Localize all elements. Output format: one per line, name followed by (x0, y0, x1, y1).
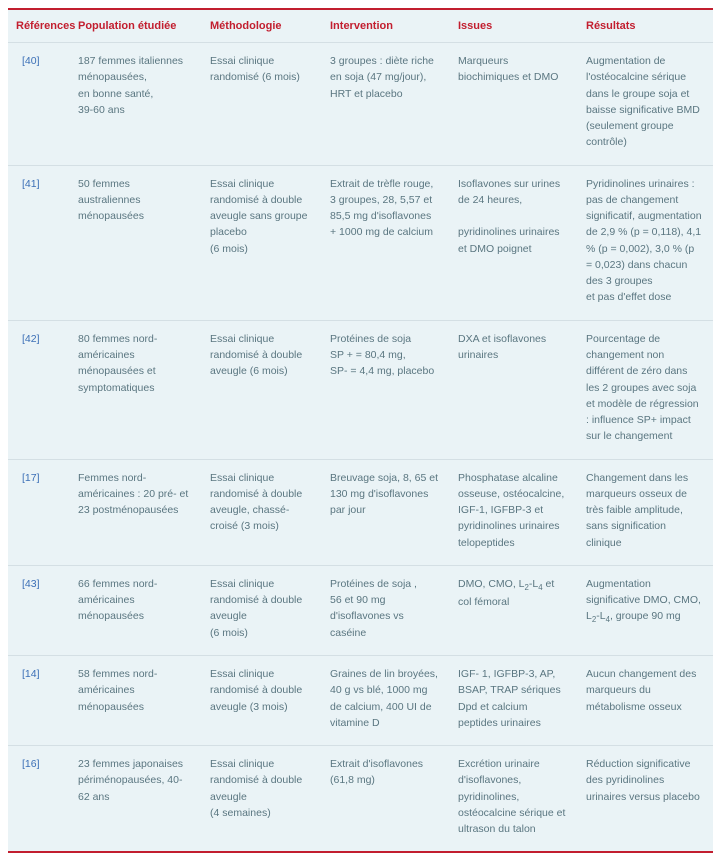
cell-intervention: Protéines de soja ,56 et 90 mg d'isoflav… (322, 565, 450, 655)
cell-intervention: Protéines de sojaSP + = 80,4 mg,SP- = 4,… (322, 320, 450, 459)
cell-intervention: Extrait de trèfle rouge, 3 groupes, 28, … (322, 165, 450, 320)
table-row: [17] Femmes nord-américaines : 20 pré- et… (8, 459, 713, 565)
cell-resultats: Aucun changement des marqueurs du métabo… (578, 655, 713, 745)
cell-methodologie: Essai clinique randomisé à double aveugl… (202, 320, 322, 459)
studies-table-container: Références Population étudiée Méthodolog… (8, 8, 713, 853)
cell-resultats: Pyridinolines urinaires : pas de changem… (578, 165, 713, 320)
reference-link[interactable]: [42] (22, 333, 40, 345)
col-header-population: Population étudiée (70, 10, 202, 43)
cell-resultats: Réduction significative des pyridinoline… (578, 746, 713, 852)
cell-reference: [41] (8, 165, 70, 320)
cell-population: 187 femmes italiennes ménopausées,en bon… (70, 43, 202, 166)
table-header-row: Références Population étudiée Méthodolog… (8, 10, 713, 43)
reference-link[interactable]: [16] (22, 758, 40, 770)
table-row: [14] 58 femmes nord-américaines ménopausé… (8, 655, 713, 745)
col-header-resultats: Résultats (578, 10, 713, 43)
cell-population: Femmes nord-américaines : 20 pré- et 23 … (70, 459, 202, 565)
col-header-references: Références (8, 10, 70, 43)
table-body: [40] 187 femmes italiennes ménopausées,en… (8, 43, 713, 852)
reference-link[interactable]: [43] (22, 578, 40, 590)
cell-population: 23 femmes japonaises périménopausées, 40… (70, 746, 202, 852)
table-row: [16] 23 femmes japonaises périménopausées… (8, 746, 713, 852)
cell-intervention: Breuvage soja, 8, 65 et 130 mg d'isoflav… (322, 459, 450, 565)
table-row: [42] 80 femmes nord-américaines ménopausé… (8, 320, 713, 459)
cell-issues: Isoflavones sur urines de 24 heures,pyri… (450, 165, 578, 320)
table-row: [41]50 femmes australiennes ménopauséesE… (8, 165, 713, 320)
table-row: [40] 187 femmes italiennes ménopausées,en… (8, 43, 713, 166)
cell-issues: IGF- 1, IGFBP-3, AP, BSAP, TRAP sériques… (450, 655, 578, 745)
col-header-issues: Issues (450, 10, 578, 43)
cell-issues: Phosphatase alcaline osseuse, ostéocalci… (450, 459, 578, 565)
cell-methodologie: Essai clinique randomisé à double aveugl… (202, 565, 322, 655)
cell-issues: DXA et isoflavones urinaires (450, 320, 578, 459)
cell-population: 58 femmes nord-américaines ménopausées (70, 655, 202, 745)
cell-reference: [43] (8, 565, 70, 655)
cell-reference: [14] (8, 655, 70, 745)
cell-intervention: Extrait d'isoflavones (61,8 mg) (322, 746, 450, 852)
table-row: [43] 66 femmes nord-américaines ménopausé… (8, 565, 713, 655)
cell-issues: Excrétion urinaire d'isoflavones, pyridi… (450, 746, 578, 852)
cell-resultats: Augmentation significative DMO, CMO, L2-… (578, 565, 713, 655)
cell-issues: Marqueurs biochimiques et DMO (450, 43, 578, 166)
col-header-intervention: Intervention (322, 10, 450, 43)
reference-link[interactable]: [40] (22, 55, 40, 67)
cell-methodologie: Essai clinique randomisé à double aveugl… (202, 746, 322, 852)
col-header-methodologie: Méthodologie (202, 10, 322, 43)
cell-population: 50 femmes australiennes ménopausées (70, 165, 202, 320)
cell-resultats: Pourcentage de changement non différent … (578, 320, 713, 459)
cell-population: 66 femmes nord-américaines ménopausées (70, 565, 202, 655)
cell-resultats: Changement dans les marqueurs osseux de … (578, 459, 713, 565)
cell-issues: DMO, CMO, L2-L4 et col fémoral (450, 565, 578, 655)
cell-methodologie: Essai clinique randomisé à double aveugl… (202, 655, 322, 745)
cell-intervention: Graines de lin broyées, 40 g vs blé, 100… (322, 655, 450, 745)
cell-reference: [17] (8, 459, 70, 565)
reference-link[interactable]: [17] (22, 472, 40, 484)
cell-reference: [42] (8, 320, 70, 459)
reference-link[interactable]: [14] (22, 668, 40, 680)
cell-reference: [40] (8, 43, 70, 166)
cell-resultats: Augmentation de l'ostéocalcine sérique d… (578, 43, 713, 166)
studies-table: Références Population étudiée Méthodolog… (8, 10, 713, 851)
cell-methodologie: Essai clinique randomisé à double aveugl… (202, 165, 322, 320)
cell-methodologie: Essai clinique randomisé à double aveugl… (202, 459, 322, 565)
cell-intervention: 3 groupes : diète riche en soja (47 mg/j… (322, 43, 450, 166)
cell-reference: [16] (8, 746, 70, 852)
reference-link[interactable]: [41] (22, 178, 40, 190)
cell-population: 80 femmes nord-américaines ménopausées e… (70, 320, 202, 459)
cell-methodologie: Essai clinique randomisé (6 mois) (202, 43, 322, 166)
